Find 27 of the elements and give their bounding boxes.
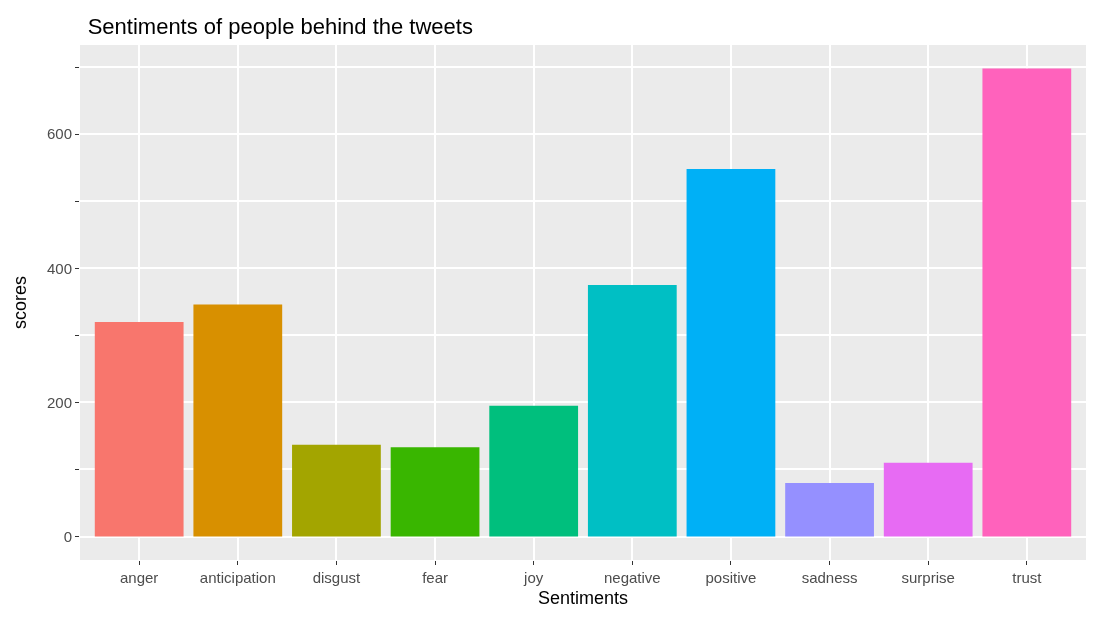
x-tick-label: anticipation: [199, 569, 276, 586]
bar: [982, 68, 1072, 537]
x-tick-label: negative: [603, 569, 661, 586]
x-tick-label: disgust: [312, 569, 362, 586]
y-axis-title: scores: [10, 275, 31, 330]
bar: [785, 482, 874, 537]
bar: [883, 462, 973, 537]
x-tick-label: surprise: [901, 569, 955, 586]
y-tick-label: 200: [46, 393, 72, 411]
y-tick-label: 400: [46, 259, 72, 277]
x-tick-label: positive: [705, 569, 757, 586]
x-tick-label: fear: [422, 569, 448, 586]
x-tick-label: anger: [119, 569, 159, 586]
x-tick-label: joy: [523, 569, 544, 586]
x-tick-label: sadness: [801, 569, 858, 586]
chart-title: Sentiments of people behind the tweets: [87, 14, 473, 39]
bar: [292, 444, 381, 537]
y-tick-label: 0: [63, 527, 72, 545]
x-tick-label: trust: [1012, 569, 1043, 586]
bar: [587, 285, 677, 537]
y-tick-label: 600: [46, 125, 72, 143]
bar: [489, 405, 579, 537]
bar: [94, 321, 184, 537]
bar: [390, 447, 480, 537]
bar: [193, 304, 283, 537]
bar: [686, 169, 776, 537]
x-axis-title: Sentiments: [537, 588, 629, 609]
